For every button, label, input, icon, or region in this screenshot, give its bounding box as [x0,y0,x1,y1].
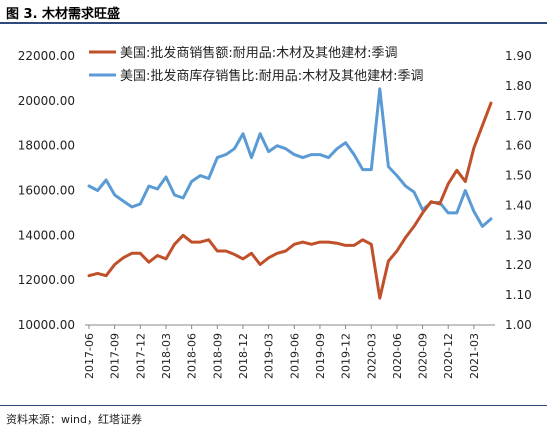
left-y-tick-label: 20000.00 [18,94,75,108]
left-y-tick-label: 16000.00 [18,184,75,198]
right-y-tick-label: 1.60 [505,139,532,153]
right-y-tick-label: 1.20 [505,258,532,272]
x-tick-label: 2019-12 [340,333,353,379]
source-text: 资料来源：wind，红塔证券 [6,413,143,426]
right-y-tick-label: 1.40 [505,198,532,212]
right-y-tick-label: 1.10 [505,288,532,302]
x-tick-label: 2019-09 [314,333,327,379]
right-y-tick-label: 1.30 [505,228,532,242]
x-tick-label: 2020-06 [391,333,404,379]
right-y-tick-label: 1.70 [505,109,532,123]
left-y-tick-label: 18000.00 [18,139,75,153]
x-tick-label: 2018-09 [211,333,224,379]
x-tick-label: 2021-03 [468,333,481,379]
left-y-tick-label: 14000.00 [18,228,75,242]
x-tick-label: 2020-12 [442,333,455,379]
x-tick-label: 2018-06 [186,333,199,379]
x-tick-label: 2018-12 [237,333,250,379]
right-y-tick-label: 1.50 [505,169,532,183]
x-tick-label: 2019-06 [288,333,301,379]
x-tick-label: 2018-03 [160,333,173,379]
figure-caption: 图 3. 木材需求旺盛 [0,0,547,24]
x-tick-label: 2017-06 [83,333,96,379]
legend-label-1: 美国:批发商销售额:耐用品:木材及其他建材:季调 [120,45,398,61]
source-note: 资料来源：wind，红塔证券 [0,405,547,431]
left-y-tick-label: 22000.00 [18,49,75,63]
x-tick-label: 2020-03 [365,333,378,379]
x-tick-label: 2017-09 [109,333,122,379]
legend-label-2: 美国:批发商库存销售比:耐用品:木材及其他建材:季调 [120,68,424,84]
right-y-tick-label: 1.90 [505,49,532,63]
dual-axis-line-chart: 10000.00 12000.00 14000.00 16000.00 18000.00… [18,45,532,379]
x-tick-label: 2017-12 [134,333,147,379]
x-tick-label: 2019-03 [263,333,276,379]
left-y-tick-label: 10000.00 [18,318,75,332]
caption-text: 图 3. 木材需求旺盛 [6,7,121,22]
x-tick-label: 2020-09 [417,333,430,379]
left-y-tick-label: 12000.00 [18,273,75,287]
right-y-tick-label: 1.80 [505,79,532,93]
right-y-tick-label: 1.00 [505,318,532,332]
series-line-2 [87,87,493,228]
series-line-1 [87,101,493,300]
